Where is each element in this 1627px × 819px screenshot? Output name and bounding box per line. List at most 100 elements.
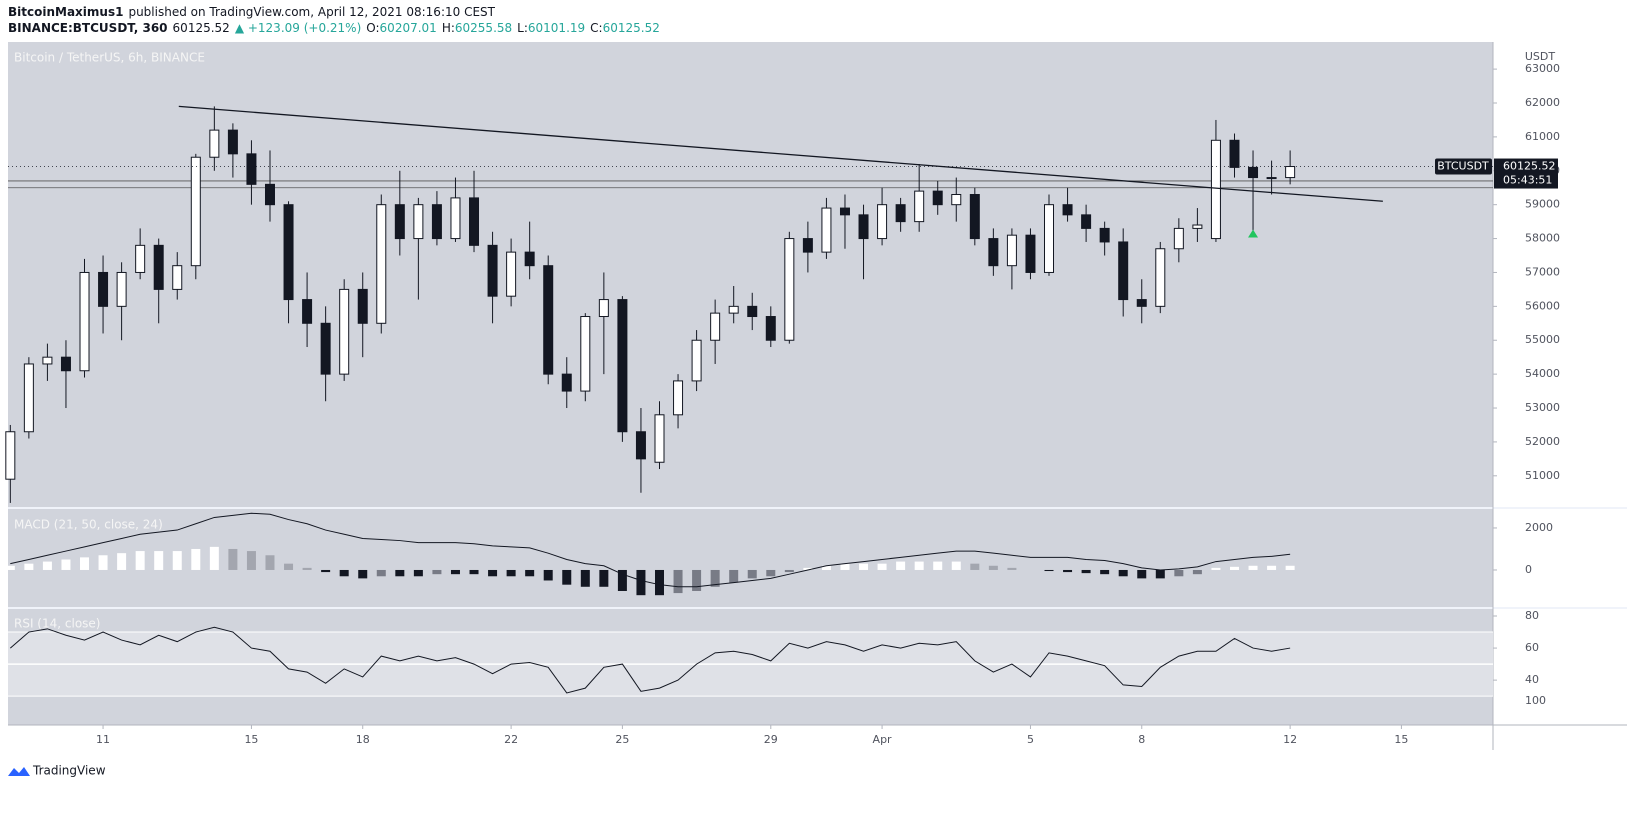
price-tag-label: 60125.52 bbox=[1503, 160, 1556, 173]
candle-body bbox=[858, 214, 869, 240]
macd-histogram-bar bbox=[1155, 569, 1165, 579]
macd-histogram-bar bbox=[599, 569, 609, 587]
y-tick-label: 40 bbox=[1525, 673, 1539, 686]
candle-body bbox=[969, 194, 980, 240]
candle-body bbox=[914, 190, 925, 223]
macd-histogram-bar bbox=[562, 569, 572, 585]
macd-histogram-bar bbox=[859, 563, 869, 570]
candle-body bbox=[932, 190, 943, 206]
pane-title: MACD (21, 50, close, 24) bbox=[14, 518, 163, 532]
footer-logo: TradingView bbox=[8, 764, 106, 778]
macd-histogram-bar bbox=[1211, 567, 1221, 570]
macd-histogram-bar bbox=[914, 561, 924, 570]
candle-body bbox=[654, 414, 665, 463]
candle-body bbox=[116, 271, 127, 307]
brand: TradingView bbox=[32, 764, 106, 778]
macd-histogram-bar bbox=[98, 555, 108, 570]
candle-body bbox=[60, 356, 71, 372]
candle-body bbox=[580, 316, 591, 392]
macd-histogram-bar bbox=[896, 561, 906, 570]
candle-body bbox=[302, 299, 313, 324]
ohlc-key: H: bbox=[442, 21, 455, 35]
macd-histogram-bar bbox=[80, 557, 90, 570]
y-tick-label: 53000 bbox=[1525, 401, 1560, 414]
ohlc-key: L: bbox=[517, 21, 528, 35]
candle-body bbox=[1136, 299, 1147, 307]
candle-body bbox=[246, 153, 257, 185]
macd-histogram-bar bbox=[358, 569, 368, 579]
pane-title: Bitcoin / TetherUS, 6h, BINANCE bbox=[14, 51, 205, 65]
y-tick-label: 2000 bbox=[1525, 521, 1553, 534]
candle-body bbox=[617, 299, 628, 433]
candle-body bbox=[1081, 214, 1092, 229]
macd-histogram-bar bbox=[1192, 569, 1202, 575]
macd-histogram-bar bbox=[209, 546, 219, 570]
ohlc-value: 60255.58 bbox=[455, 21, 512, 35]
macd-histogram-bar bbox=[1044, 569, 1054, 572]
macd-histogram-bar bbox=[933, 561, 943, 570]
macd-histogram-bar bbox=[284, 563, 294, 570]
stray-axis-label: 100 bbox=[1525, 694, 1546, 707]
x-tick-label: 12 bbox=[1283, 733, 1297, 746]
logo-icon bbox=[8, 767, 30, 776]
y-tick-label: 63000 bbox=[1525, 62, 1560, 75]
candle-body bbox=[264, 183, 275, 206]
candle-body bbox=[23, 363, 34, 433]
symbol-tag bbox=[1435, 158, 1492, 175]
macd-histogram-bar bbox=[135, 551, 145, 570]
candle-body bbox=[524, 251, 535, 267]
macd-histogram-bar bbox=[636, 569, 646, 596]
header-line: BitcoinMaximus1 published on TradingView.… bbox=[8, 5, 496, 19]
candle-body bbox=[394, 204, 405, 240]
candle-body bbox=[1155, 248, 1166, 307]
macd-histogram-bar bbox=[469, 569, 479, 575]
change: ▲ +123.09 (+0.21%) bbox=[235, 21, 361, 35]
candle-body bbox=[543, 265, 554, 375]
y-tick-label: 61000 bbox=[1525, 130, 1560, 143]
axis-unit: USDT bbox=[1525, 50, 1556, 63]
macd-histogram-bar bbox=[246, 551, 256, 570]
candle-body bbox=[1248, 166, 1259, 179]
candle-body bbox=[1118, 241, 1129, 301]
macd-histogram-bar bbox=[191, 548, 201, 570]
countdown: 05:43:51 bbox=[1503, 174, 1552, 187]
candle-body bbox=[988, 238, 999, 267]
macd-histogram-bar bbox=[1229, 566, 1239, 570]
y-tick-label: 54000 bbox=[1525, 367, 1560, 380]
candle-body bbox=[1285, 166, 1296, 179]
signal-arrow bbox=[1248, 229, 1259, 238]
macd-histogram-bar bbox=[395, 569, 405, 577]
y-tick-label: 52000 bbox=[1525, 435, 1560, 448]
candle-body bbox=[561, 373, 572, 392]
candle-body bbox=[413, 204, 424, 240]
macd-histogram-bar bbox=[1174, 569, 1184, 577]
x-tick-label: 25 bbox=[615, 733, 629, 746]
x-tick-label: 8 bbox=[1138, 733, 1145, 746]
macd-histogram-bar bbox=[766, 569, 776, 577]
macd-histogram-bar bbox=[654, 569, 664, 596]
candle-body bbox=[79, 271, 90, 372]
candle-body bbox=[450, 197, 461, 240]
x-tick-label: 18 bbox=[356, 733, 370, 746]
x-tick-label: 15 bbox=[244, 733, 258, 746]
y-tick-label: 0 bbox=[1525, 563, 1532, 576]
macd-histogram-bar bbox=[803, 567, 813, 570]
macd-histogram-bar bbox=[543, 569, 553, 581]
y-tick-label: 57000 bbox=[1525, 265, 1560, 278]
candle-body bbox=[506, 251, 517, 297]
macd-histogram-bar bbox=[747, 569, 757, 579]
macd-histogram-bar bbox=[61, 559, 71, 570]
candle-body bbox=[802, 238, 813, 253]
macd-histogram-bar bbox=[1081, 569, 1091, 574]
macd-histogram-bar bbox=[1285, 565, 1295, 570]
y-tick-label: 56000 bbox=[1525, 299, 1560, 312]
macd-histogram-bar bbox=[617, 569, 627, 591]
macd-histogram-bar bbox=[1063, 569, 1073, 573]
candle-body bbox=[339, 288, 350, 375]
candle-body bbox=[376, 204, 387, 324]
macd-histogram-bar bbox=[1118, 569, 1128, 577]
macd-histogram-bar bbox=[1267, 565, 1277, 570]
candle-body bbox=[839, 207, 850, 216]
macd-histogram-bar bbox=[450, 569, 460, 575]
